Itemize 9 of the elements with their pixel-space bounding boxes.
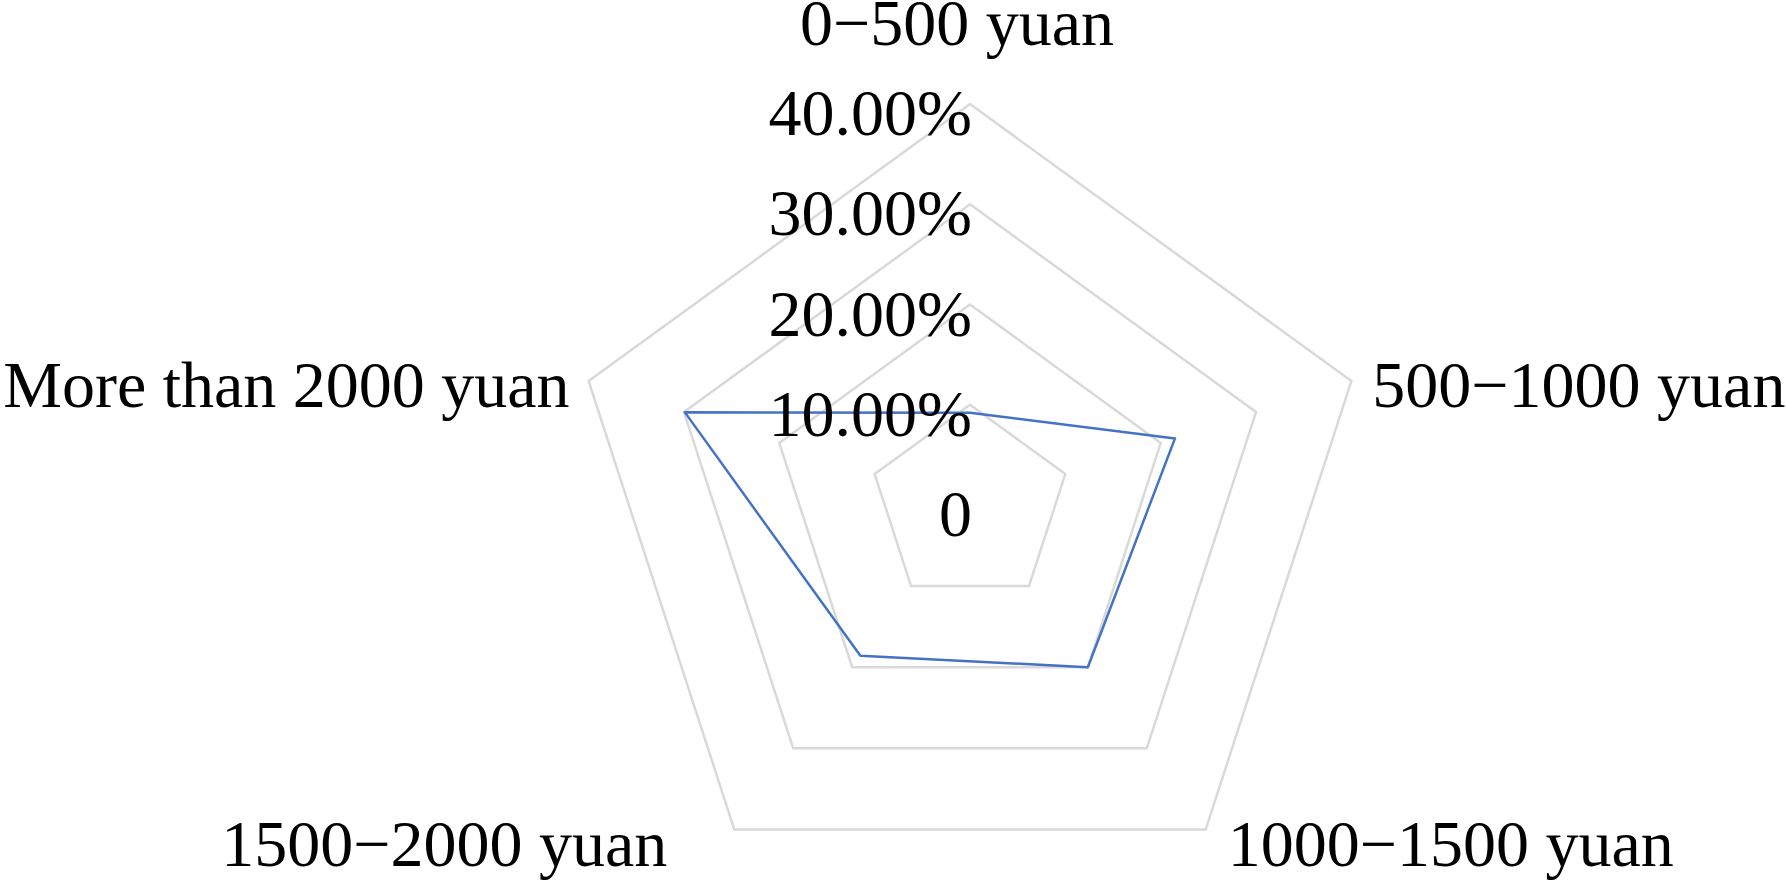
spoke-label: More than 2000 yuan: [3, 348, 570, 422]
spoke-label: 1000−1500 yuan: [1227, 807, 1674, 881]
y-tick-label: 40.00%: [768, 76, 972, 149]
y-tick-label: 30.00%: [768, 176, 972, 250]
spoke-label: 500−1000 yuan: [1372, 348, 1786, 422]
spoke-label: 1500−2000 yuan: [221, 807, 668, 881]
spoke-label: 0−500 yuan: [799, 0, 1115, 59]
y-tick-label: 0: [939, 477, 972, 550]
y-tick-label: 20.00%: [768, 276, 972, 350]
